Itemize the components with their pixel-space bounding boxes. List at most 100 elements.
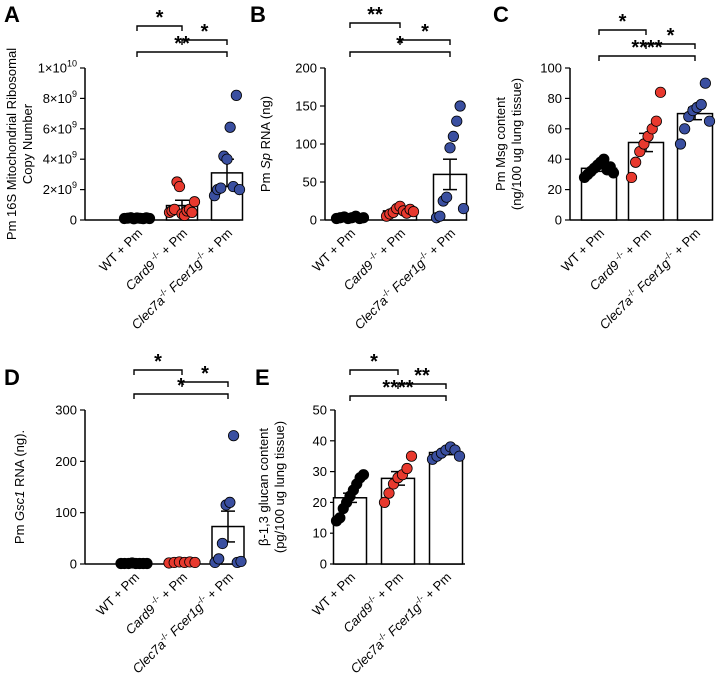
y-axis-label: Pm Gsc1 RNA (ng). [12,430,27,544]
data-point [213,553,225,565]
data-point [444,142,456,154]
data-point [607,167,620,179]
data-point [674,138,687,150]
y-axis-label: Copy Number [20,103,35,184]
y-tick-label: 4×109 [43,150,77,167]
y-axis-label: Pm Msg content [493,97,508,191]
significance-label: * [667,25,675,47]
significance-bracket [349,369,399,375]
y-tick-label: 0 [310,213,317,228]
data-point [235,555,247,568]
data-point [189,556,201,569]
panel-letter-d: D [4,365,20,390]
data-point [453,450,466,462]
y-tick-label: 200 [295,61,317,76]
data-point [383,487,395,499]
x-category-label: WT + Pm [309,226,358,275]
data-point [215,182,227,194]
chart-panels: 0 2×109 4×109 6×109 8×109 1×1010 Pm 16S Mitoch… [4,4,716,676]
y-tick-label: 20 [548,182,562,197]
data-point [434,210,446,222]
bar [428,451,464,565]
significance-bracket [133,369,183,375]
y-tick-label: 0 [70,557,77,572]
y-tick-label: 20 [313,495,327,510]
data-point [227,430,240,442]
y-tick-label: 100 [55,505,77,520]
data-point [407,206,420,218]
x-category-label: Clec7a-/- Fcer1g-/- + Pm [596,225,703,332]
data-point [188,196,201,208]
data-point [143,212,156,225]
data-point [703,115,716,127]
data-point [401,462,413,475]
significance-label: * [396,33,404,55]
panel-letter-c: C [493,2,509,27]
y-tick-label: 50 [313,403,327,418]
significance-bracket [136,51,228,57]
significance-label: **** [631,37,662,59]
significance-bracket [181,39,228,45]
data-point [457,203,470,215]
panel-letter-a: A [4,2,20,27]
significance-label: * [201,21,209,43]
significance-label: * [201,363,209,385]
data-point [224,121,236,133]
panel-letter-b: B [250,2,266,27]
significance-label: * [154,351,162,373]
data-point [186,206,198,218]
y-axis-label: (pg/100 ug lung tissue) [272,421,287,553]
data-point [679,123,691,135]
data-point [221,153,233,165]
y-tick-label: 0 [555,213,562,228]
data-point [230,89,242,101]
y-tick-label: 1×1010 [38,59,77,76]
significance-bracket [598,55,696,61]
y-axis-label: β-1,3 glucan content [256,428,271,546]
data-point [224,496,236,508]
panel-letter-e: E [255,365,270,390]
y-tick-label: 100 [540,61,562,76]
y-tick-label: 200 [55,454,77,469]
y-tick-label: 8×109 [43,89,77,106]
data-point [650,115,662,127]
y-tick-label: 6×109 [43,119,77,136]
x-category-label: WT + Pm [558,226,607,275]
significance-label: * [421,21,429,43]
y-tick-label: 300 [55,403,77,418]
significance-bracket [349,51,451,57]
y-tick-label: 30 [313,464,327,479]
y-tick-label: 40 [548,152,562,167]
x-category-label: Clec7a-/- Fcer1g-/- + Pm [351,225,458,332]
y-tick-label: 0 [320,557,327,572]
data-point [695,98,707,111]
y-axis-label: Pm 16S Mitochondrial Ribosomal [4,48,19,240]
data-point [447,130,459,142]
significance-bracket [598,29,647,35]
significance-label: ** [414,365,430,387]
y-axis-label: (ng/100 ug lung tissue) [509,78,524,210]
y-tick-label: 100 [295,137,317,152]
data-point [216,537,229,550]
data-point [233,184,246,196]
data-point [625,171,638,184]
data-point [598,153,610,165]
significance-label: * [156,7,164,29]
y-axis-label: Pm Sp RNA (ng) [258,96,273,192]
panel-a: 0 2×109 4×109 6×109 8×109 1×1010 Pm 16S Mitoch… [4,7,246,332]
data-point [357,212,370,224]
data-point [357,469,370,481]
data-point [630,156,642,168]
panel-c: 0 20 40 60 80 100 Pm Msg content (ng/100 ug lun… [493,11,716,332]
significance-bracket [133,393,229,399]
significance-label: ** [174,33,190,55]
y-tick-label: 10 [313,526,327,541]
data-point [405,450,418,462]
significance-bracket [397,383,447,389]
data-point [141,557,153,570]
y-tick-label: 150 [295,99,317,114]
significance-label: * [177,375,185,397]
data-point [334,512,346,524]
